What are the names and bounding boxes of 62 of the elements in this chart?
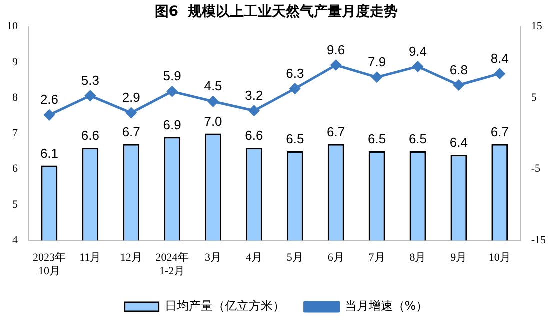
chart-title: 图6 规模以上工业天然气产量月度走势 bbox=[154, 3, 398, 20]
point bbox=[412, 61, 424, 72]
x-tick-label: 10月 bbox=[488, 252, 511, 264]
y2-tick-label: -5 bbox=[531, 163, 541, 176]
data-label: 6.7 bbox=[490, 124, 509, 140]
point bbox=[44, 110, 55, 120]
y-tick-label: 4 bbox=[12, 234, 18, 246]
x-tick-label: 2024年 1-2月 bbox=[156, 252, 189, 278]
data-label: 7.9 bbox=[368, 54, 386, 70]
y2-tick-label: 15 bbox=[531, 20, 543, 33]
data-label: 6.6 bbox=[81, 128, 100, 144]
x-tick-label: 6月 bbox=[328, 252, 344, 264]
point bbox=[167, 86, 178, 97]
data-label: 6.7 bbox=[327, 124, 346, 140]
data-label: 2.9 bbox=[122, 90, 140, 106]
data-label: 9.4 bbox=[408, 44, 428, 59]
data-label: 6.6 bbox=[245, 128, 264, 144]
data-label: 8.4 bbox=[490, 50, 509, 66]
legend-label: 日均产量（亿立方米） bbox=[164, 299, 285, 314]
y2-tick-label: 5 bbox=[531, 92, 538, 104]
y2-tick-label: -15 bbox=[531, 234, 546, 246]
data-label: 6.8 bbox=[450, 62, 468, 78]
point bbox=[248, 106, 260, 116]
data-label: 3.2 bbox=[245, 88, 264, 103]
x-tick-label: 3月 bbox=[205, 252, 222, 264]
data-label: 5.9 bbox=[163, 68, 182, 84]
data-label: 6.7 bbox=[122, 124, 140, 140]
point bbox=[290, 84, 300, 94]
x-tick-label: 4月 bbox=[246, 252, 262, 264]
data-label: 2.6 bbox=[40, 92, 59, 108]
data-label: 6.5 bbox=[368, 132, 386, 147]
y-tick-label: 9 bbox=[12, 56, 18, 68]
point bbox=[494, 68, 506, 80]
data-label: 4.5 bbox=[204, 78, 222, 94]
x-tick-label: 12月 bbox=[120, 252, 142, 264]
point bbox=[85, 90, 96, 102]
x-tick-label: 11月 bbox=[80, 252, 102, 264]
data-label: 5.3 bbox=[81, 73, 100, 88]
data-label: 6.5 bbox=[408, 132, 428, 147]
x-tick-label: 5月 bbox=[286, 252, 304, 264]
y-tick-label: 6 bbox=[12, 163, 18, 176]
y-tick-label: 7 bbox=[12, 128, 18, 140]
x-tick-label: 2023年 10月 bbox=[32, 252, 66, 278]
point bbox=[330, 60, 342, 71]
data-label: 6.5 bbox=[286, 132, 304, 147]
y-tick-label: 5 bbox=[12, 198, 18, 211]
data-label: 7.0 bbox=[204, 114, 222, 129]
legend-label: 当月增速（%） bbox=[344, 299, 428, 314]
x-tick-label: 7月 bbox=[368, 252, 386, 264]
x-tick-label: 8月 bbox=[410, 252, 426, 264]
point bbox=[126, 108, 137, 118]
y-tick-label: 8 bbox=[12, 92, 18, 104]
y-tick-label: 10 bbox=[7, 20, 18, 33]
data-label: 9.6 bbox=[327, 42, 346, 58]
data-label: 6.3 bbox=[286, 66, 304, 81]
data-label: 6.4 bbox=[450, 135, 468, 150]
data-label: 6.1 bbox=[40, 146, 59, 161]
point bbox=[372, 72, 382, 83]
point bbox=[454, 80, 464, 90]
x-tick-label: 9月 bbox=[450, 252, 468, 264]
data-label: 6.9 bbox=[163, 117, 182, 132]
point bbox=[208, 96, 218, 107]
